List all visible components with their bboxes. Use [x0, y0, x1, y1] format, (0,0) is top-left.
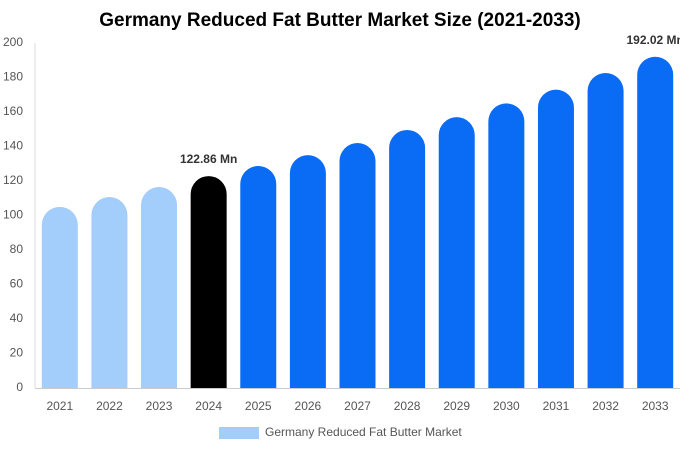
- x-tick-label: 2025: [245, 399, 272, 413]
- y-tick-label: 20: [10, 346, 24, 360]
- x-tick-label: 2027: [344, 399, 371, 413]
- x-tick-label: 2028: [394, 399, 421, 413]
- y-tick-label: 80: [10, 242, 24, 256]
- bar: [339, 143, 376, 388]
- x-tick-label: 2026: [295, 399, 322, 413]
- y-tick-label: 140: [3, 139, 23, 153]
- y-tick-label: 0: [16, 380, 23, 394]
- bar: [488, 103, 525, 388]
- y-tick-label: 100: [3, 208, 23, 222]
- x-tick-label: 2029: [443, 399, 470, 413]
- x-tick-label: 2023: [146, 399, 173, 413]
- x-tick-label: 2022: [96, 399, 123, 413]
- legend-swatch: [219, 427, 259, 439]
- bar: [41, 206, 78, 388]
- legend-label: Germany Reduced Fat Butter Market: [265, 425, 462, 439]
- x-tick-label: 2032: [592, 399, 619, 413]
- y-tick-label: 200: [3, 35, 23, 49]
- bar: [141, 187, 178, 388]
- y-tick-label: 60: [10, 277, 24, 291]
- bar: [537, 89, 574, 388]
- value-label: 122.86 Mn: [180, 152, 237, 166]
- x-tick-label: 2030: [493, 399, 520, 413]
- bar: [587, 73, 624, 388]
- bar: [240, 165, 277, 388]
- x-tick-label: 2031: [543, 399, 570, 413]
- x-tick-label: 2021: [46, 399, 73, 413]
- y-tick-label: 120: [3, 173, 23, 187]
- x-tick-label: 2033: [642, 399, 669, 413]
- chart-title: Germany Reduced Fat Butter Market Size (…: [99, 10, 581, 31]
- bar: [190, 176, 227, 388]
- value-label: 192.02 Mn: [627, 33, 680, 47]
- bar: [389, 129, 426, 388]
- y-tick-label: 180: [3, 70, 23, 84]
- bar: [289, 155, 326, 388]
- y-tick-label: 40: [10, 311, 24, 325]
- bar: [91, 197, 128, 388]
- bar: [438, 117, 475, 389]
- bar: [637, 56, 674, 389]
- x-tick-label: 2024: [195, 399, 222, 413]
- y-tick-label: 160: [3, 104, 23, 118]
